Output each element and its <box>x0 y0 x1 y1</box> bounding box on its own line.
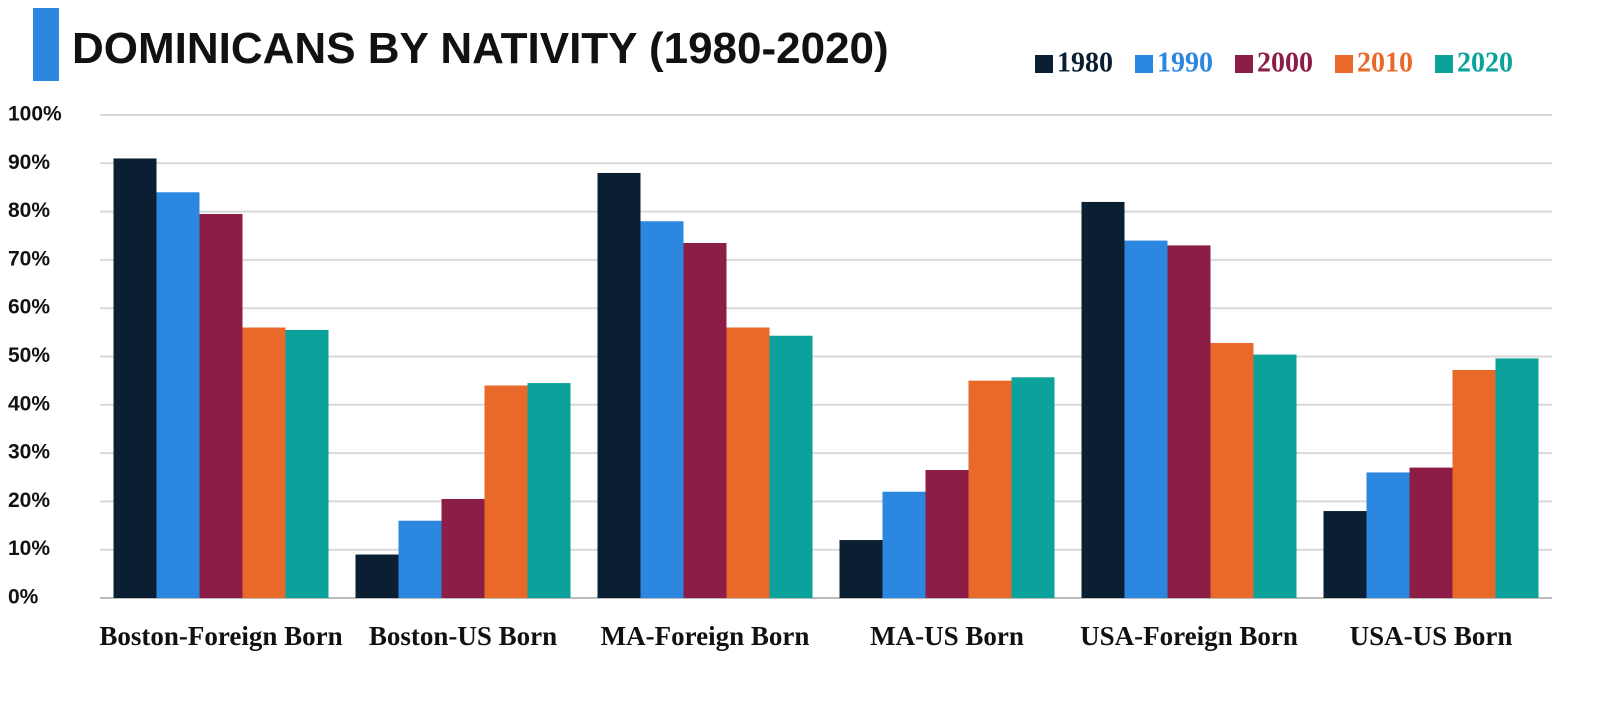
y-tick-label: 100% <box>8 103 62 126</box>
y-tick-label: 90% <box>8 151 50 174</box>
bar <box>156 192 200 598</box>
x-tick-label: Boston-Foreign Born <box>99 621 343 651</box>
bar <box>1452 370 1496 598</box>
bar <box>398 520 442 598</box>
bar <box>726 327 770 598</box>
legend-label: 2010 <box>1357 47 1413 78</box>
bar <box>1366 472 1410 598</box>
bar <box>597 172 641 598</box>
bar <box>1210 342 1254 598</box>
x-tick-label: MA-US Born <box>870 621 1024 651</box>
bar <box>113 158 157 598</box>
bar <box>1409 467 1453 598</box>
y-tick-label: 10% <box>8 537 50 560</box>
bar <box>925 470 969 598</box>
bar <box>1124 240 1168 598</box>
bar <box>968 380 1012 598</box>
legend-label: 1980 <box>1057 47 1113 78</box>
bar <box>199 214 243 598</box>
bar <box>1081 201 1125 598</box>
y-tick-label: 0% <box>8 586 39 609</box>
y-tick-label: 20% <box>8 489 50 512</box>
y-tick-label: 30% <box>8 441 50 464</box>
bar <box>527 383 571 598</box>
legend-label: 2020 <box>1457 47 1513 78</box>
x-tick-label: USA-Foreign Born <box>1080 621 1298 651</box>
x-tick-label: MA-Foreign Born <box>600 621 810 651</box>
y-tick-label: 50% <box>8 344 50 367</box>
legend-swatch <box>1335 55 1353 73</box>
legend-swatch <box>1135 55 1153 73</box>
bar <box>242 327 286 598</box>
bar <box>882 491 926 598</box>
legend-label: 2000 <box>1257 47 1313 78</box>
y-tick-label: 80% <box>8 199 50 222</box>
bar <box>441 498 485 598</box>
bar <box>1253 354 1297 598</box>
bar <box>1495 358 1539 598</box>
bar <box>1323 511 1367 598</box>
bar <box>640 221 684 598</box>
y-tick-label: 70% <box>8 247 50 270</box>
bar <box>285 329 329 598</box>
title-accent <box>33 8 59 81</box>
bar <box>839 540 883 598</box>
bar <box>683 242 727 598</box>
x-tick-label: USA-US Born <box>1349 621 1513 651</box>
chart-title: DOMINICANS BY NATIVITY (1980-2020) <box>72 24 889 73</box>
bar <box>1011 377 1055 598</box>
legend-swatch <box>1435 55 1453 73</box>
legend-label: 1990 <box>1157 47 1213 78</box>
y-tick-label: 60% <box>8 296 50 319</box>
bar <box>1167 245 1211 598</box>
bar <box>355 554 399 598</box>
bar <box>484 385 528 598</box>
legend-swatch <box>1235 55 1253 73</box>
x-tick-label: Boston-US Born <box>368 621 558 651</box>
legend-swatch <box>1035 55 1053 73</box>
y-tick-label: 40% <box>8 392 50 415</box>
bar <box>769 335 813 598</box>
